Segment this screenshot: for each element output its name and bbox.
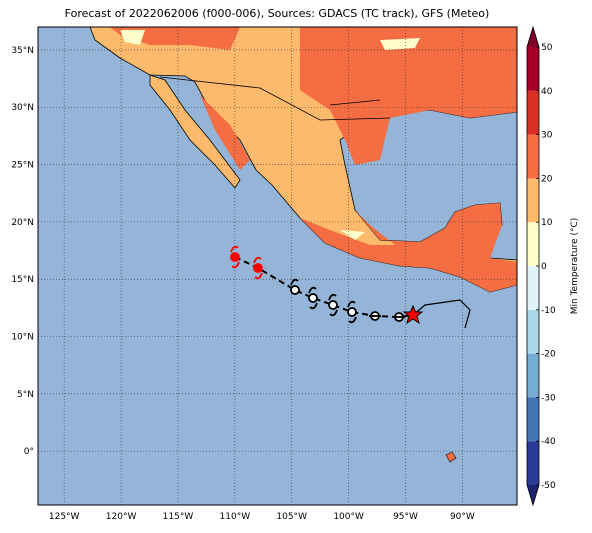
past-track (412, 299, 471, 329)
colorbar-over (527, 27, 539, 47)
map-frame (37, 26, 518, 506)
colorbar-segment (527, 222, 539, 266)
border (159, 76, 391, 121)
lon-label: 105°W (276, 512, 307, 522)
lat-label: 25°N (11, 161, 34, 171)
colorbar-segment (527, 441, 539, 485)
lon-label: 120°W (106, 512, 137, 522)
colorbar-segment (527, 353, 539, 398)
lat-label: 0° (24, 447, 34, 457)
colorbar-tick-label: 50 (541, 43, 553, 53)
colorbar: -50 -40 -30 -20 -10 0 10 20 30 40 50 (526, 25, 556, 507)
colorbar-tick-label: 30 (541, 131, 553, 141)
warm-region (300, 203, 517, 292)
colorbar-tick-label: -50 (541, 481, 556, 491)
lon-label: 110°W (220, 512, 251, 522)
colorbar-tick-label: 40 (541, 87, 553, 97)
colorbar-segment (527, 266, 539, 310)
title: Forecast of 2022062006 (f000-006), Sourc… (65, 7, 490, 20)
colorbar-tick-label: 10 (541, 218, 553, 228)
colorbar-tick-label: -30 (541, 393, 556, 403)
lon-label: 95°W (393, 512, 418, 522)
map (37, 26, 518, 506)
lat-label: 15°N (11, 275, 34, 285)
lon-label: 90°W (450, 512, 475, 522)
lon-label: 115°W (163, 512, 194, 522)
lon-label: 100°W (333, 512, 364, 522)
lat-label: 5°N (17, 390, 34, 400)
colorbar-tick-label: -10 (541, 306, 556, 316)
lon-label: 125°W (49, 512, 80, 522)
colorbar-segment (527, 309, 539, 354)
lat-label: 20°N (11, 218, 34, 228)
colorbar-tick-label: 20 (541, 174, 553, 184)
colorbar-segment (527, 397, 539, 442)
colorbar-segment (527, 47, 539, 91)
colorbar-segment (527, 134, 539, 179)
warm-region (200, 95, 250, 170)
colorbar-segment (527, 90, 539, 135)
colorbar-under (527, 485, 539, 505)
colorbar-tick-label: -40 (541, 437, 556, 447)
colorbar-tick-label: 0 (541, 262, 547, 272)
warm-region (300, 27, 517, 165)
baja-california (149, 74, 241, 189)
colorbar-tick-label: -20 (541, 350, 556, 360)
colorbar-label: Min Temperature (°C) (570, 218, 580, 315)
track-markers (230, 245, 424, 325)
lat-label: 30°N (11, 103, 34, 113)
colorbar-segment (527, 178, 539, 223)
graticule (38, 27, 517, 505)
lat-label: 35°N (11, 46, 34, 56)
galapagos (445, 451, 457, 463)
lat-label: 10°N (11, 332, 34, 342)
